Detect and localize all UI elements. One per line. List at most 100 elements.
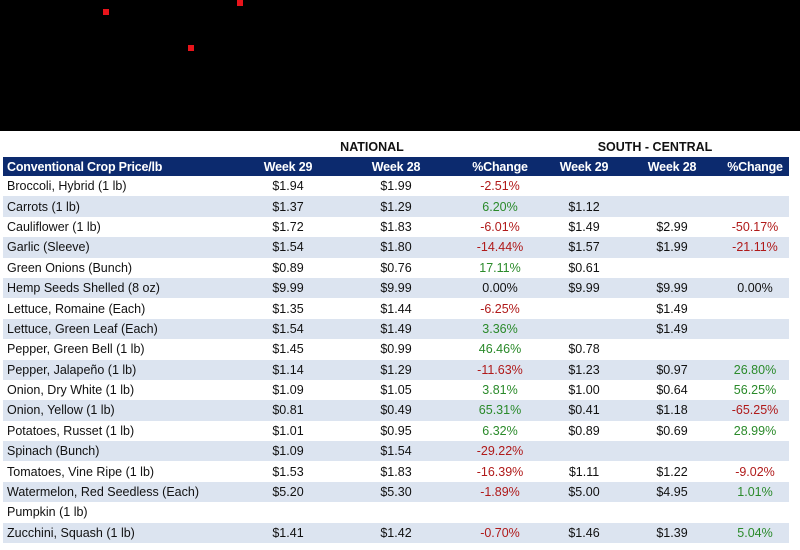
top-banner [0, 0, 800, 131]
price-cell: $1.12 [545, 196, 623, 217]
table-row: Pepper, Green Bell (1 lb) $1.45 $0.99 46.46… [3, 339, 789, 359]
price-cell: $1.18 [623, 400, 721, 421]
percent-change-cell: 65.31% [455, 400, 545, 421]
percent-change-cell [721, 441, 789, 462]
price-cell [545, 441, 623, 462]
price-cell: $1.54 [239, 318, 337, 340]
header-row: Conventional Crop Price/lb Week 29 Week 28… [3, 157, 789, 176]
column-header: %Change [721, 157, 789, 176]
column-header: %Change [455, 157, 545, 176]
price-cell: $1.99 [623, 237, 721, 258]
price-cell: $5.20 [239, 481, 337, 503]
price-cell: $5.00 [545, 481, 623, 503]
price-cell: $1.39 [623, 522, 721, 544]
column-header: Week 28 [623, 157, 721, 176]
crop-price-table: Conventional Crop Price/lb Week 29 Week 28… [3, 157, 789, 544]
price-cell: $1.45 [272, 342, 304, 357]
crop-name-cell: Lettuce, Romaine (Each) [7, 301, 146, 316]
table-row: Green Onions (Bunch) $0.89 $0.76 17.11% $0.6… [3, 258, 789, 278]
price-cell [623, 196, 721, 217]
table-row: Zucchini, Squash (1 lb) $1.41 $1.42 -0.70% $… [3, 522, 789, 544]
price-cell: $0.78 [568, 342, 600, 357]
crop-name-cell: Hemp Seeds Shelled (8 oz) [3, 277, 239, 299]
price-cell: $9.99 [623, 277, 721, 299]
price-cell: $1.11 [568, 464, 600, 479]
percent-change-cell: 17.11% [479, 260, 521, 275]
percent-change-cell: 56.25% [733, 383, 777, 398]
percent-change-cell: 1.01% [721, 481, 789, 503]
price-cell: $1.37 [239, 196, 337, 217]
price-cell: $1.09 [239, 441, 337, 462]
column-header: Week 29 [239, 157, 337, 176]
price-cell: $1.23 [545, 359, 623, 380]
price-cell: $0.76 [380, 260, 412, 275]
percent-change-cell [721, 502, 789, 522]
percent-change-cell: 46.46% [478, 342, 522, 357]
table-row: Hemp Seeds Shelled (8 oz) $9.99 $9.99 0.00%… [3, 277, 789, 299]
percent-change-cell: 3.36% [455, 318, 545, 340]
price-cell: $1.54 [239, 237, 337, 258]
price-cell: $1.42 [337, 522, 455, 544]
crop-name-cell: Broccoli, Hybrid (1 lb) [7, 179, 127, 194]
percent-change-cell: 3.81% [482, 383, 518, 398]
percent-change-cell: -2.51% [480, 179, 520, 194]
percent-change-cell: -9.02% [735, 464, 775, 479]
price-cell: $1.80 [337, 237, 455, 258]
price-cell: $1.01 [272, 423, 304, 438]
price-cell: $1.99 [380, 179, 412, 194]
table-row: Onion, Yellow (1 lb) $0.81 $0.49 65.31% $0.4… [3, 400, 789, 421]
percent-change-cell: -0.70% [455, 522, 545, 544]
price-cell: $4.95 [623, 481, 721, 503]
group-header-south-central: SOUTH - CENTRAL [597, 140, 713, 154]
price-cell: $1.44 [380, 301, 412, 316]
price-cell [623, 502, 721, 522]
price-cell: $0.95 [380, 423, 412, 438]
table-row: Pumpkin (1 lb) [3, 502, 789, 522]
price-cell: $1.49 [623, 318, 721, 340]
crop-name-cell: Tomatoes, Vine Ripe (1 lb) [7, 464, 155, 479]
percent-change-cell: -14.44% [455, 237, 545, 258]
percent-change-cell [721, 339, 789, 359]
red-marker-dot [103, 9, 109, 15]
crop-name-cell: Spinach (Bunch) [3, 441, 239, 462]
percent-change-cell [721, 176, 789, 196]
price-cell: $1.54 [337, 441, 455, 462]
crop-name-cell: Pepper, Green Bell (1 lb) [7, 342, 145, 357]
percent-change-cell: -50.17% [731, 219, 779, 234]
table-row: Broccoli, Hybrid (1 lb) $1.94 $1.99 -2.51% [3, 176, 789, 196]
table-row: Spinach (Bunch) $1.09 $1.54 -29.22% [3, 441, 789, 462]
price-cell: $1.00 [568, 383, 600, 398]
table-row: Tomatoes, Vine Ripe (1 lb) $1.53 $1.83 -16.… [3, 461, 789, 481]
price-cell: $1.29 [337, 196, 455, 217]
percent-change-cell: -6.25% [480, 301, 520, 316]
percent-change-cell: -16.39% [476, 464, 524, 479]
crop-name-cell: Carrots (1 lb) [3, 196, 239, 217]
percent-change-cell: 0.00% [455, 277, 545, 299]
price-cell: $0.61 [568, 260, 600, 275]
crop-name-cell: Green Onions (Bunch) [7, 260, 133, 275]
price-cell: $1.72 [272, 219, 304, 234]
table-row: Potatoes, Russet (1 lb) $1.01 $0.95 6.32% $0… [3, 421, 789, 441]
crop-name-cell: Pumpkin (1 lb) [7, 505, 88, 520]
percent-change-cell: 6.32% [482, 423, 518, 438]
crop-name-cell: Potatoes, Russet (1 lb) [7, 423, 135, 438]
percent-change-cell: -1.89% [455, 481, 545, 503]
percent-change-cell: -6.01% [480, 219, 520, 234]
price-cell: $0.89 [568, 423, 600, 438]
percent-change-cell: -65.25% [721, 400, 789, 421]
percent-change-cell: -11.63% [455, 359, 545, 380]
price-cell: $1.35 [272, 301, 304, 316]
price-cell: $0.89 [272, 260, 304, 275]
price-cell: $1.57 [545, 237, 623, 258]
price-cell: $1.49 [337, 318, 455, 340]
price-cell: $2.99 [656, 219, 688, 234]
table-row: Carrots (1 lb) $1.37 $1.29 6.20% $1.12 [3, 196, 789, 217]
price-cell: $1.53 [272, 464, 304, 479]
percent-change-cell: 26.80% [721, 359, 789, 380]
percent-change-cell: -29.22% [455, 441, 545, 462]
price-cell [545, 318, 623, 340]
percent-change-cell [721, 258, 789, 278]
price-cell: $9.99 [337, 277, 455, 299]
table-row: Watermelon, Red Seedless (Each) $5.20 $5.3… [3, 481, 789, 503]
column-header-crop: Conventional Crop Price/lb [3, 157, 239, 176]
